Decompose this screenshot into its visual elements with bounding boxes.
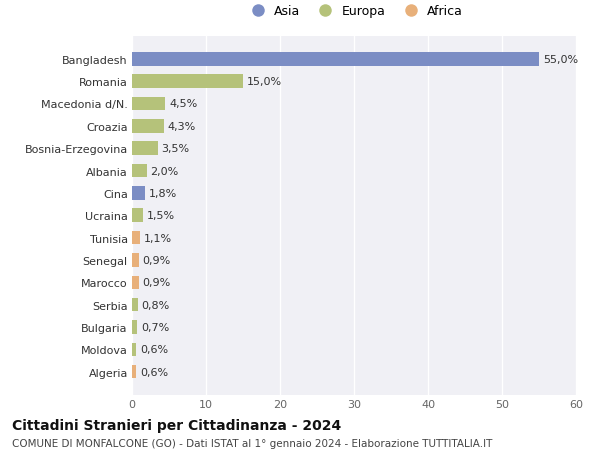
Bar xyxy=(132,298,138,312)
Text: 3,5%: 3,5% xyxy=(161,144,190,154)
Text: 1,1%: 1,1% xyxy=(144,233,172,243)
Bar xyxy=(132,209,143,223)
Text: 0,6%: 0,6% xyxy=(140,367,168,377)
Bar xyxy=(132,276,139,289)
Text: 0,9%: 0,9% xyxy=(142,255,170,265)
Text: 55,0%: 55,0% xyxy=(543,55,578,65)
Text: 2,0%: 2,0% xyxy=(151,166,179,176)
Text: 4,3%: 4,3% xyxy=(167,122,196,132)
Bar xyxy=(132,231,140,245)
Text: 4,5%: 4,5% xyxy=(169,99,197,109)
Bar xyxy=(132,164,147,178)
Text: 0,6%: 0,6% xyxy=(140,345,168,354)
Bar xyxy=(132,120,164,133)
Text: 0,7%: 0,7% xyxy=(141,322,169,332)
Text: COMUNE DI MONFALCONE (GO) - Dati ISTAT al 1° gennaio 2024 - Elaborazione TUTTITA: COMUNE DI MONFALCONE (GO) - Dati ISTAT a… xyxy=(12,438,493,448)
Legend: Asia, Europa, Africa: Asia, Europa, Africa xyxy=(241,0,467,23)
Text: Cittadini Stranieri per Cittadinanza - 2024: Cittadini Stranieri per Cittadinanza - 2… xyxy=(12,418,341,431)
Text: 1,5%: 1,5% xyxy=(147,211,175,221)
Text: 0,8%: 0,8% xyxy=(142,300,170,310)
Text: 15,0%: 15,0% xyxy=(247,77,282,87)
Bar xyxy=(132,187,145,200)
Bar xyxy=(132,343,136,356)
Text: 1,8%: 1,8% xyxy=(149,189,177,198)
Text: 0,9%: 0,9% xyxy=(142,278,170,288)
Bar xyxy=(132,365,136,379)
Bar xyxy=(132,142,158,156)
Bar xyxy=(132,53,539,67)
Bar xyxy=(132,320,137,334)
Bar xyxy=(132,75,243,89)
Bar xyxy=(132,98,166,111)
Bar xyxy=(132,254,139,267)
